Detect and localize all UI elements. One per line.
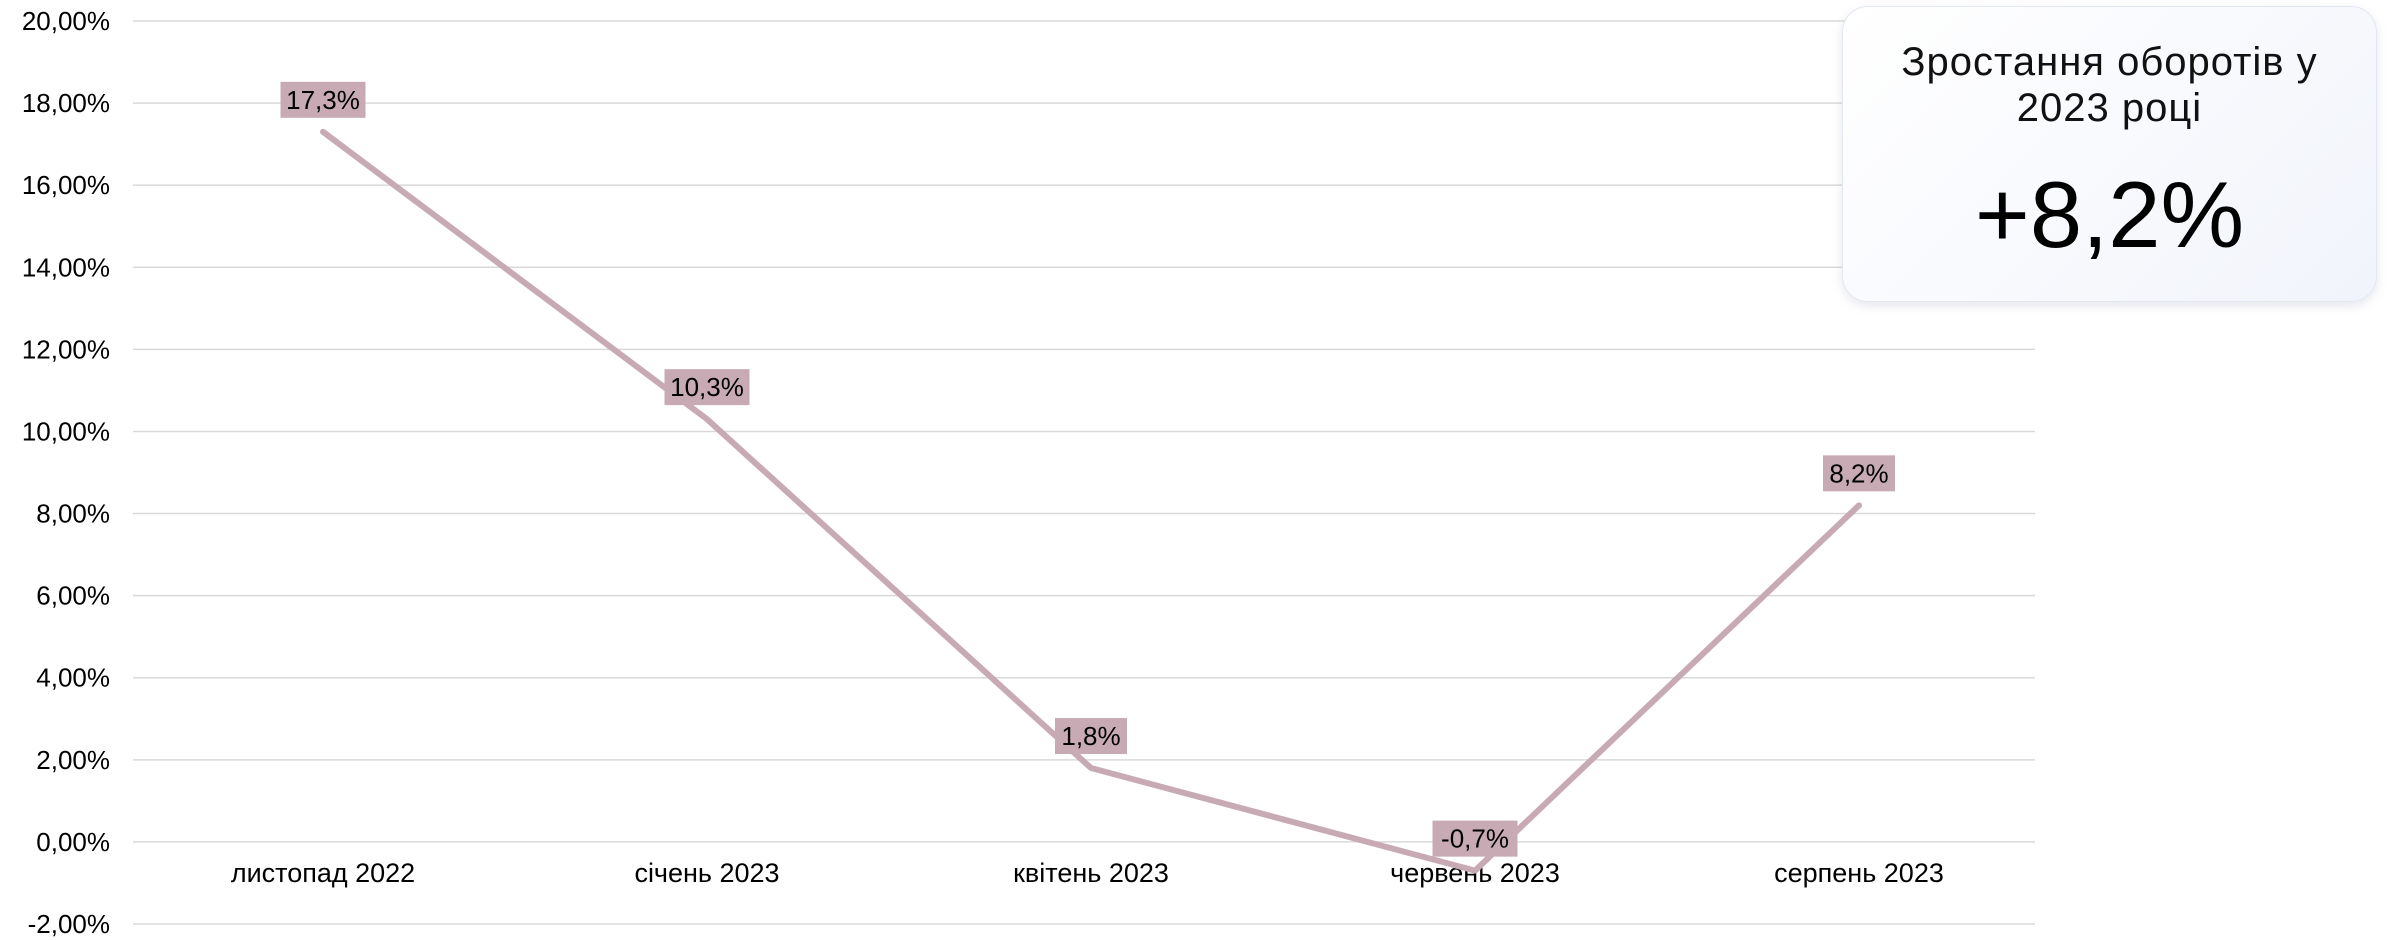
data-label: -0,7%: [1441, 824, 1509, 854]
data-label: 10,3%: [670, 372, 744, 402]
y-axis-ticks: -2,00% 0,00% 2,00% 4,00% 6,00% 8,00% 10,00% 12,…: [22, 6, 110, 939]
y-tick-label: 14,00%: [22, 252, 110, 282]
data-label-box: [1823, 455, 1895, 492]
y-tick-label: 16,00%: [22, 170, 110, 200]
series-layer: [320, 128, 1862, 874]
y-tick-label: 20,00%: [22, 6, 110, 36]
data-labels: 17,3% 10,3% 1,8% -0,7% 8,2%: [280, 81, 1895, 857]
summary-card-title: Зростання оборотів у 2023 році: [1901, 40, 2318, 130]
y-tick-label: 8,00%: [36, 499, 110, 529]
data-label-box: [664, 369, 750, 406]
data-label-box: [1432, 820, 1518, 857]
y-tick-label: 2,00%: [36, 745, 110, 775]
summary-card: Зростання оборотів у 2023 році +8,2%: [1842, 6, 2377, 302]
data-label-box: [280, 81, 366, 118]
y-tick-label: -2,00%: [28, 909, 110, 939]
summary-card-value: +8,2%: [1974, 162, 2245, 267]
y-tick-label: 6,00%: [36, 581, 110, 611]
gridlines: [133, 20, 2035, 925]
data-label-box: [1055, 718, 1127, 755]
x-tick-label: січень 2023: [634, 858, 779, 888]
data-label: 8,2%: [1829, 458, 1888, 488]
y-tick-label: 0,00%: [36, 827, 110, 857]
data-label: 1,8%: [1061, 721, 1120, 751]
series-line: [320, 128, 1862, 874]
x-tick-label: квітень 2023: [1013, 858, 1169, 888]
x-axis-ticks: листопад 2022 січень 2023 квітень 2023 черв…: [231, 858, 1944, 888]
data-label: 17,3%: [286, 85, 360, 115]
y-tick-label: 4,00%: [36, 663, 110, 693]
x-tick-label: листопад 2022: [231, 858, 415, 888]
y-tick-label: 18,00%: [22, 88, 110, 118]
x-tick-label: серпень 2023: [1774, 858, 1944, 888]
y-tick-label: 10,00%: [22, 416, 110, 446]
y-tick-label: 12,00%: [22, 334, 110, 364]
